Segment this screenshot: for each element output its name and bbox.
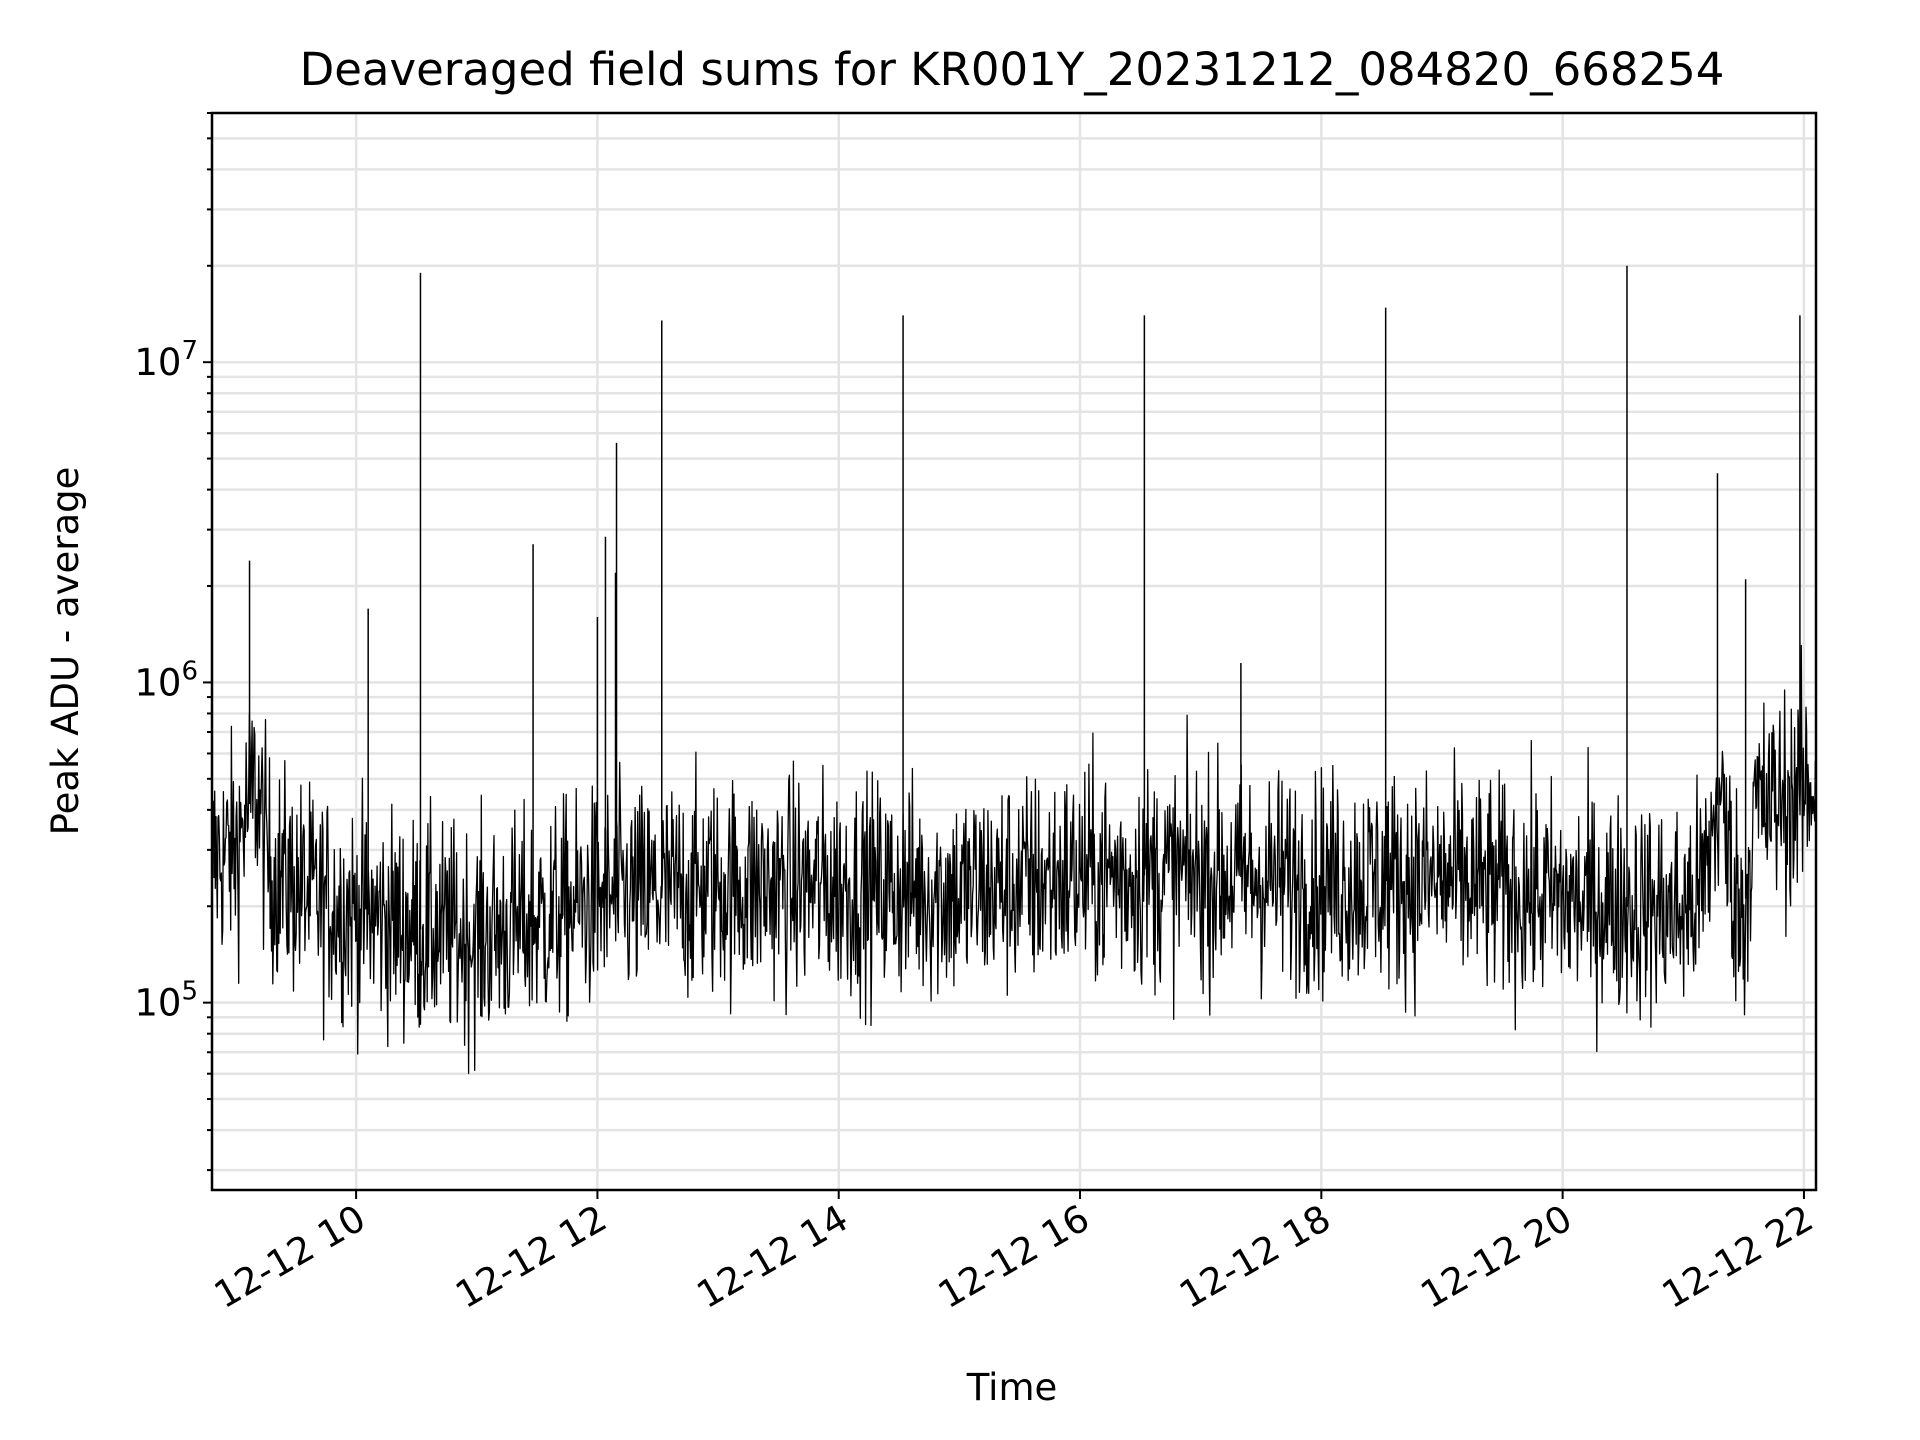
series-layer: [211, 644, 1817, 1075]
chart-title: Deaveraged field sums for KR001Y_2023121…: [300, 43, 1725, 96]
x-tick-label: 12-12 10: [207, 1197, 373, 1317]
x-tick-label: 12-12 14: [690, 1197, 856, 1317]
x-tick-label: 12-12 12: [448, 1197, 614, 1317]
y-axis: 105 106 107: [134, 112, 212, 1172]
x-tick-label: 12-12 16: [931, 1197, 1097, 1317]
series-line: [211, 644, 1817, 1075]
x-tick-label: 12-12 18: [1172, 1197, 1338, 1317]
x-axis-label: Time: [966, 1366, 1058, 1409]
x-tick-label: 12-12 22: [1655, 1197, 1821, 1317]
y-tick-label: 106: [134, 656, 198, 704]
plot-frame: [210, 111, 1818, 1192]
x-axis: 12-12 10 12-12 12 12-12 14 12-12 16 12-12 18…: [207, 1190, 1820, 1317]
y-axis-label: Peak ADU - average: [44, 467, 87, 836]
grid: [212, 111, 1816, 1190]
y-tick-label: 107: [134, 336, 198, 384]
x-tick-label: 12-12 20: [1414, 1197, 1580, 1317]
spike-layer: [248, 265, 1801, 930]
y-tick-label: 105: [134, 977, 198, 1025]
